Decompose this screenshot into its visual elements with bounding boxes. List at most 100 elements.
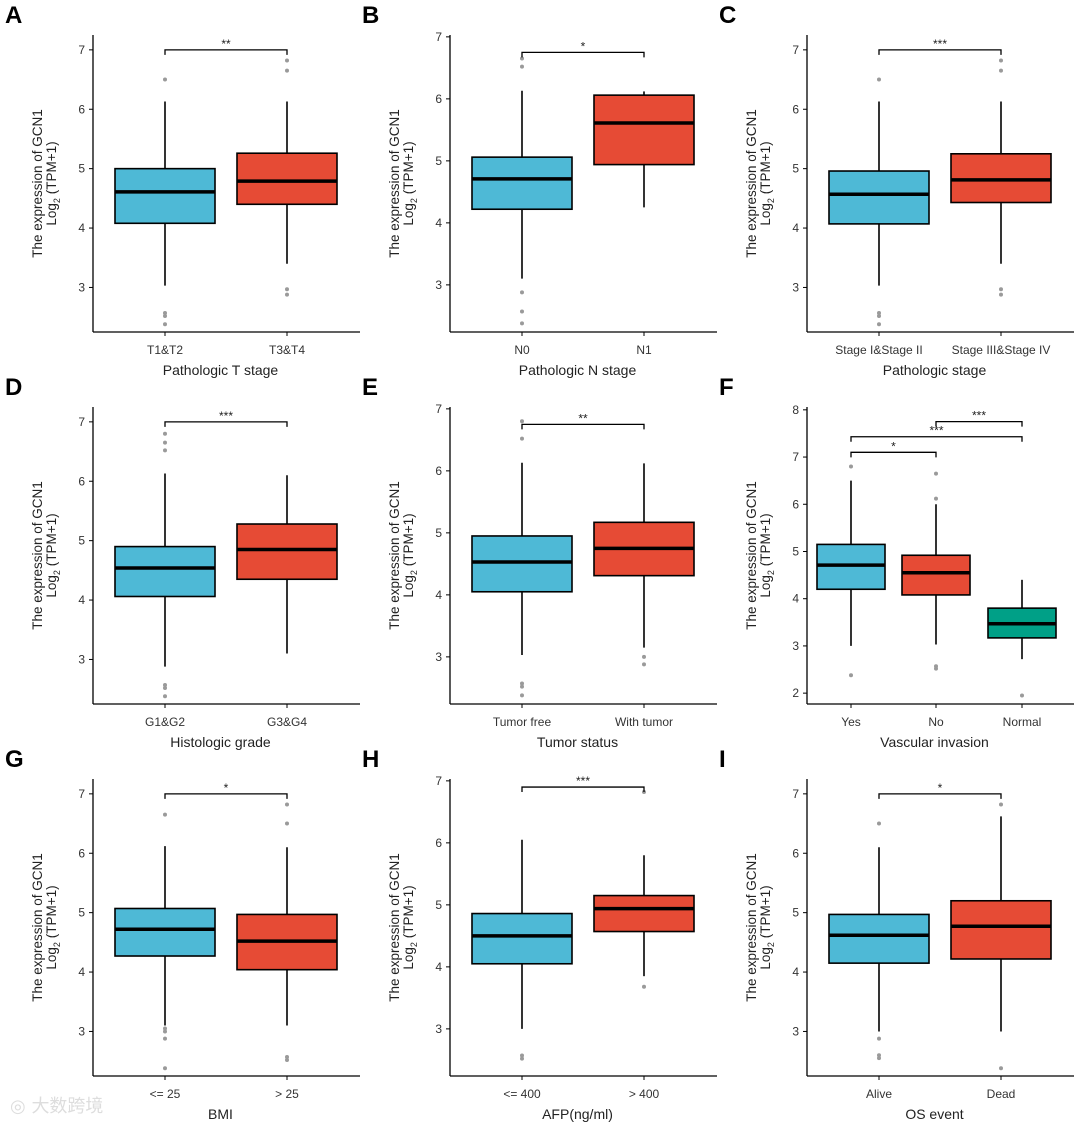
y-tick-label: 6	[792, 497, 799, 511]
x-tick-label: Normal	[1003, 715, 1042, 729]
significance-label: *	[938, 781, 943, 795]
y-label-line1: The expression of GCN1	[30, 109, 45, 258]
y-tick-label: 5	[792, 544, 799, 558]
y-tick-label: 4	[435, 960, 442, 974]
box-0	[471, 419, 573, 698]
outlier-point	[163, 431, 167, 436]
y-label-line1: The expression of GCN1	[387, 109, 402, 258]
box-iqr	[114, 167, 216, 225]
panel-label: G	[5, 746, 24, 773]
y-axis-label: The expression of GCN1Log2 (TPM+1)	[744, 853, 776, 1002]
x-tick-label: G1&G2	[145, 715, 185, 729]
outlier-point	[877, 310, 881, 315]
y-label-line1: The expression of GCN1	[744, 481, 759, 630]
x-tick-label: N0	[514, 343, 530, 357]
box-0	[471, 839, 573, 1061]
x-tick-label: <= 25	[150, 1087, 181, 1101]
panel-label: C	[719, 2, 737, 29]
significance-bracket	[164, 421, 288, 427]
y-axis-label: The expression of GCN1Log2 (TPM+1)	[387, 853, 419, 1002]
y-axis-label: The expression of GCN1Log2 (TPM+1)	[30, 109, 62, 258]
outlier-point	[999, 68, 1003, 73]
outlier-point	[163, 310, 167, 315]
outlier-point	[849, 673, 853, 678]
x-axis-label: Tumor status	[537, 734, 618, 750]
box-iqr	[471, 156, 573, 211]
box-1	[236, 475, 338, 654]
significance-bracket	[850, 451, 937, 458]
outlier-point	[163, 682, 167, 687]
y-tick-label: 3	[792, 280, 799, 294]
box-1	[593, 463, 695, 667]
panel-h: H 3 4 5 6 7 The expression of GCN1Log2 (TPM+1)…	[357, 744, 717, 1122]
box-0	[471, 56, 573, 326]
significance-label: ***	[576, 774, 590, 788]
y-label-suffix: (TPM+1)	[401, 885, 416, 942]
box-iqr	[471, 912, 573, 965]
y-tick-label: 3	[78, 1024, 85, 1038]
outlier-point	[285, 1057, 289, 1062]
x-tick-label: Stage III&Stage IV	[952, 343, 1051, 357]
y-label-suffix: (TPM+1)	[758, 885, 773, 942]
y-label-line1: The expression of GCN1	[744, 853, 759, 1002]
box-iqr	[950, 153, 1052, 204]
y-tick-label: 8	[792, 403, 799, 417]
outlier-point	[999, 1066, 1003, 1071]
x-axis-label: Pathologic stage	[883, 362, 987, 378]
outlier-point	[877, 1036, 881, 1041]
outlier-point	[520, 681, 524, 686]
outlier-point	[877, 322, 881, 327]
y-tick-label: 7	[435, 402, 442, 416]
box-1	[950, 58, 1052, 297]
x-axis-label: Pathologic T stage	[163, 362, 279, 378]
x-tick-label: > 25	[275, 1087, 299, 1101]
y-tick-label: 5	[435, 154, 442, 168]
y-label-log: Log	[401, 575, 416, 598]
x-axis-label: AFP(ng/ml)	[542, 1106, 613, 1122]
panel-a: A 3 4 5 6 7 The expression of GCN1Log2 (TPM+1)…	[0, 0, 360, 378]
box-0	[114, 431, 216, 699]
y-label-log: Log	[758, 575, 773, 598]
y-label-suffix: (TPM+1)	[401, 141, 416, 198]
box-1	[593, 790, 695, 989]
significance-bracket	[878, 49, 1002, 55]
outlier-point	[520, 290, 524, 295]
y-label-sub: 2	[766, 198, 776, 203]
outlier-point	[520, 1056, 524, 1061]
x-tick-label: > 400	[629, 1087, 660, 1101]
outlier-point	[1020, 693, 1024, 698]
boxplot-svg: 3 4 5 6 7 The expression of GCN1Log2 (TPM+1) B…	[30, 779, 360, 1122]
watermark: ◎ 大数跨境	[10, 1096, 104, 1117]
y-label-sub: 2	[409, 198, 419, 203]
y-label-line1: The expression of GCN1	[30, 481, 45, 630]
y-tick-label: 4	[792, 965, 799, 979]
y-label-suffix: (TPM+1)	[758, 513, 773, 570]
outlier-point	[642, 984, 646, 989]
y-tick-label: 6	[435, 464, 442, 478]
y-tick-label: 5	[792, 162, 799, 176]
y-label-log: Log	[758, 203, 773, 226]
y-tick-label: 5	[78, 906, 85, 920]
y-tick-label: 7	[792, 43, 799, 57]
y-label-sub: 2	[52, 942, 62, 947]
y-label-log: Log	[44, 575, 59, 598]
y-tick-label: 7	[78, 415, 85, 429]
panel-label: E	[362, 374, 379, 401]
x-tick-label: T3&T4	[269, 343, 305, 357]
outlier-point	[520, 64, 524, 69]
significance-label: *	[891, 439, 896, 453]
y-tick-label: 5	[78, 162, 85, 176]
significance-label: **	[221, 37, 231, 51]
significance-bracket	[164, 49, 288, 55]
outlier-point	[520, 56, 524, 61]
significance-bracket	[878, 793, 1002, 799]
outlier-point	[285, 292, 289, 297]
outlier-point	[285, 68, 289, 73]
outlier-point	[520, 1053, 524, 1058]
y-tick-label: 4	[78, 965, 85, 979]
y-tick-label: 3	[792, 639, 799, 653]
y-label-suffix: (TPM+1)	[44, 513, 59, 570]
y-axis-label: The expression of GCN1Log2 (TPM+1)	[30, 481, 62, 630]
outlier-point	[520, 693, 524, 698]
panel-i: I 3 4 5 6 7 The expression of GCN1Log2 (TPM+1)…	[714, 744, 1074, 1122]
